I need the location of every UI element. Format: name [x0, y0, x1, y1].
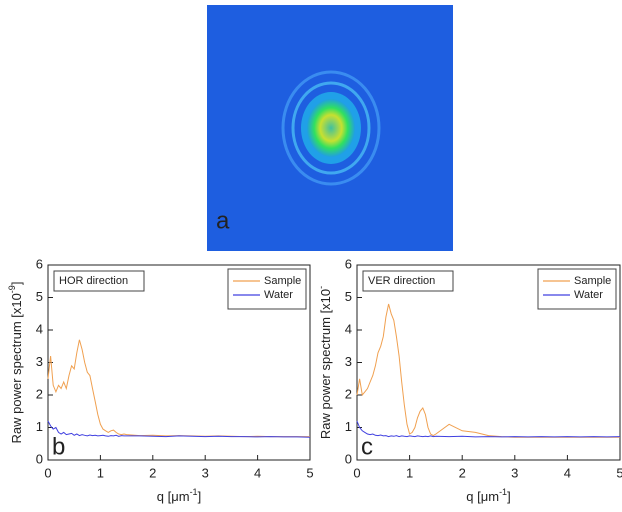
y-axis-label: Raw power spectrum [x10- — [316, 286, 333, 439]
series-line — [356, 303, 620, 438]
ring — [291, 81, 371, 175]
x-axis-label: q [μm-1] — [157, 487, 201, 504]
x-tick-label: 5 — [306, 465, 313, 480]
x-tick-label: 3 — [511, 465, 518, 480]
axis-label-part: ] — [507, 489, 511, 504]
panel-label: c — [361, 433, 373, 460]
x-tick-label: 4 — [254, 465, 261, 480]
x-tick-label: 2 — [149, 465, 156, 480]
y-tick-label: 2 — [345, 386, 352, 401]
central-spot — [307, 99, 355, 157]
axis-label-part: ] — [9, 282, 24, 286]
axis-label-part: Raw power spectrum [x10 — [9, 293, 24, 443]
axis-label-part: ] — [198, 489, 202, 504]
y-tick-label: 0 — [345, 451, 352, 466]
panel-label: b — [52, 433, 65, 460]
x-tick-label: 0 — [353, 465, 360, 480]
x-tick-label: 1 — [97, 465, 104, 480]
legend-label: Sample — [264, 275, 301, 287]
y-tick-label: 2 — [36, 386, 43, 401]
x-axis-label: q [μm-1] — [466, 487, 510, 504]
y-axis-label: Raw power spectrum [x10-9] — [7, 282, 24, 444]
x-tick-label: 2 — [459, 465, 466, 480]
x-tick-label: 1 — [406, 465, 413, 480]
x-tick-label: 5 — [616, 465, 622, 480]
y-tick-label: 3 — [345, 354, 352, 369]
legend-label: Sample — [574, 275, 611, 287]
axis-label-part: q [μm — [157, 489, 190, 504]
legend-box — [227, 268, 307, 310]
axis-label-part: - — [316, 286, 326, 289]
y-tick-label: 3 — [36, 354, 43, 369]
annotation-box — [362, 270, 454, 292]
series-line — [47, 339, 310, 438]
x-tick-label: 0 — [44, 465, 51, 480]
y-tick-label: 4 — [345, 321, 352, 336]
y-tick-label: 1 — [36, 419, 43, 434]
axis-label-part: q [μm — [466, 489, 499, 504]
y-tick-label: 5 — [36, 289, 43, 304]
axis-label-part: Raw power spectrum [x10 — [318, 289, 333, 439]
annotation-box — [53, 270, 145, 292]
annotation: HOR direction — [59, 275, 128, 287]
x-tick-label: 3 — [202, 465, 209, 480]
axis-label-part: -1 — [190, 487, 198, 497]
y-tick-label: 0 — [36, 451, 43, 466]
legend-box — [537, 268, 617, 310]
y-tick-label: 4 — [36, 321, 43, 336]
y-tick-label: 5 — [345, 289, 352, 304]
ring — [281, 70, 381, 186]
series-line — [47, 420, 311, 438]
y-tick-label: 6 — [345, 256, 352, 271]
y-tick-label: 1 — [345, 419, 352, 434]
legend-label: Water — [264, 289, 293, 301]
x-tick-label: 4 — [564, 465, 571, 480]
annotation: VER direction — [368, 275, 435, 287]
diffraction-image: a — [207, 5, 453, 251]
y-tick-label: 6 — [36, 256, 43, 271]
legend-label: Water — [574, 289, 603, 301]
series-line — [356, 420, 621, 438]
axis-label-part: -9 — [7, 285, 17, 293]
axis-label-part: -1 — [499, 487, 507, 497]
panel-label: a — [216, 207, 230, 234]
